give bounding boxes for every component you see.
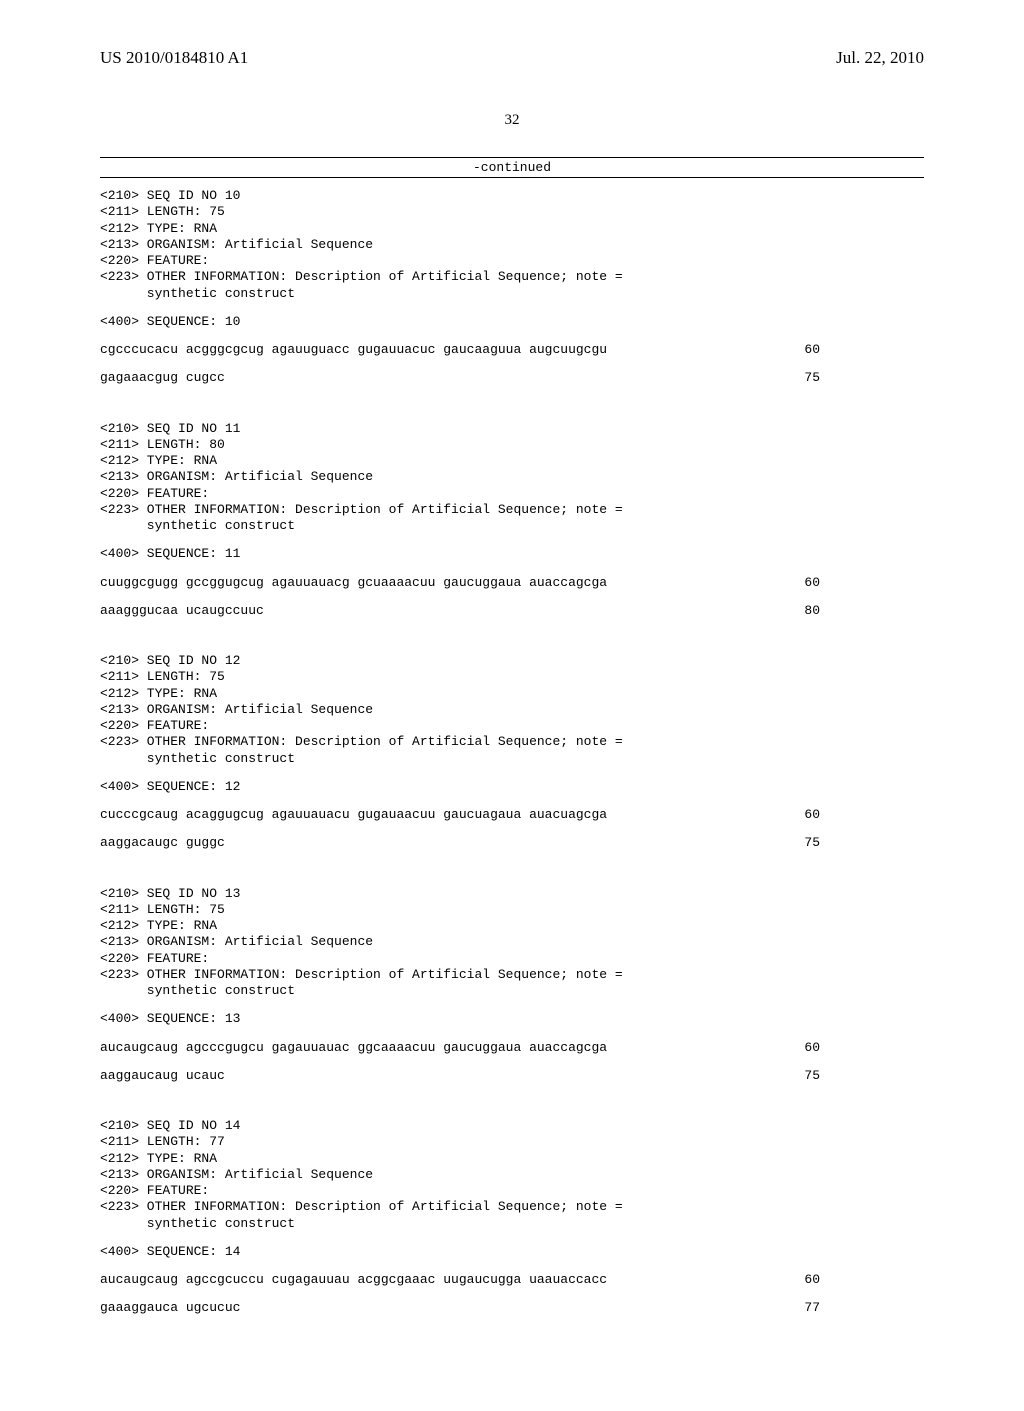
- seq-data-position: 60: [804, 575, 820, 591]
- sequence-block: <210> SEQ ID NO 14<211> LENGTH: 77<212> …: [100, 1118, 924, 1337]
- seq-sequence-label: <400> SEQUENCE: 14: [100, 1244, 924, 1260]
- seq-data-row: aucaugcaug agccgcuccu cugagauuau acggcga…: [100, 1272, 820, 1288]
- seq-meta-line: <213> ORGANISM: Artificial Sequence: [100, 934, 924, 950]
- seq-meta-line: <223> OTHER INFORMATION: Description of …: [100, 967, 924, 983]
- seq-meta-line: <220> FEATURE:: [100, 718, 924, 734]
- seq-meta-line: <220> FEATURE:: [100, 951, 924, 967]
- seq-data-row: aaagggucaa ucaugccuuc 80: [100, 603, 820, 619]
- seq-data-row: cuuggcgugg gccggugcug agauuauacg gcuaaaa…: [100, 575, 820, 591]
- publication-number: US 2010/0184810 A1: [100, 48, 248, 68]
- seq-sequence-label: <400> SEQUENCE: 12: [100, 779, 924, 795]
- seq-data-row: gaaaggauca ugcucuc 77: [100, 1300, 820, 1316]
- seq-data-position: 75: [804, 370, 820, 386]
- seq-meta-line: <211> LENGTH: 77: [100, 1134, 924, 1150]
- seq-sequence-label: <400> SEQUENCE: 10: [100, 314, 924, 330]
- sequence-listing: <210> SEQ ID NO 10<211> LENGTH: 75<212> …: [100, 188, 924, 1337]
- seq-meta-line: <212> TYPE: RNA: [100, 453, 924, 469]
- seq-meta-line: <223> OTHER INFORMATION: Description of …: [100, 502, 924, 518]
- seq-data-row: aaggaucaug ucauc 75: [100, 1068, 820, 1084]
- sequence-block: <210> SEQ ID NO 10<211> LENGTH: 75<212> …: [100, 188, 924, 407]
- seq-data-position: 77: [804, 1300, 820, 1316]
- seq-meta-line: <212> TYPE: RNA: [100, 221, 924, 237]
- sequence-block: <210> SEQ ID NO 11<211> LENGTH: 80<212> …: [100, 421, 924, 640]
- seq-data-position: 75: [804, 1068, 820, 1084]
- seq-meta-line: <211> LENGTH: 75: [100, 669, 924, 685]
- seq-data-text: gagaaacgug cugcc: [100, 370, 225, 386]
- seq-meta-line: <213> ORGANISM: Artificial Sequence: [100, 1167, 924, 1183]
- seq-meta-line: <211> LENGTH: 75: [100, 204, 924, 220]
- seq-meta-line: <211> LENGTH: 80: [100, 437, 924, 453]
- seq-data-text: cucccgcaug acaggugcug agauuauacu gugauaa…: [100, 807, 607, 823]
- seq-sequence-label: <400> SEQUENCE: 13: [100, 1011, 924, 1027]
- seq-meta-line: synthetic construct: [100, 286, 924, 302]
- seq-data-position: 60: [804, 342, 820, 358]
- seq-data-text: aaggaucaug ucauc: [100, 1068, 225, 1084]
- seq-data-position: 60: [804, 1040, 820, 1056]
- seq-meta-line: <210> SEQ ID NO 13: [100, 886, 924, 902]
- seq-meta-line: synthetic construct: [100, 1216, 924, 1232]
- seq-meta-line: <220> FEATURE:: [100, 1183, 924, 1199]
- seq-data-text: aucaugcaug agccgcuccu cugagauuau acggcga…: [100, 1272, 607, 1288]
- seq-data-text: gaaaggauca ugcucuc: [100, 1300, 240, 1316]
- seq-data-row: cgcccucacu acgggcgcug agauuguacc gugauua…: [100, 342, 820, 358]
- seq-data-row: aucaugcaug agcccgugcu gagauuauac ggcaaaa…: [100, 1040, 820, 1056]
- seq-sequence-label: <400> SEQUENCE: 11: [100, 546, 924, 562]
- seq-data-text: cgcccucacu acgggcgcug agauuguacc gugauua…: [100, 342, 607, 358]
- seq-meta-line: <212> TYPE: RNA: [100, 686, 924, 702]
- seq-data-text: cuuggcgugg gccggugcug agauuauacg gcuaaaa…: [100, 575, 607, 591]
- seq-meta-line: <210> SEQ ID NO 12: [100, 653, 924, 669]
- seq-data-position: 60: [804, 807, 820, 823]
- seq-meta-line: <210> SEQ ID NO 10: [100, 188, 924, 204]
- seq-meta-line: <223> OTHER INFORMATION: Description of …: [100, 734, 924, 750]
- seq-meta-line: <212> TYPE: RNA: [100, 1151, 924, 1167]
- page-container: US 2010/0184810 A1 Jul. 22, 2010 32 -con…: [0, 0, 1024, 1411]
- seq-meta-line: <212> TYPE: RNA: [100, 918, 924, 934]
- seq-data-row: gagaaacgug cugcc 75: [100, 370, 820, 386]
- publication-date: Jul. 22, 2010: [836, 48, 924, 68]
- seq-meta-line: synthetic construct: [100, 518, 924, 534]
- page-number: 32: [100, 112, 924, 129]
- sequence-block: <210> SEQ ID NO 13<211> LENGTH: 75<212> …: [100, 886, 924, 1105]
- seq-meta-line: <220> FEATURE:: [100, 486, 924, 502]
- seq-data-position: 80: [804, 603, 820, 619]
- seq-meta-line: <213> ORGANISM: Artificial Sequence: [100, 237, 924, 253]
- page-header: US 2010/0184810 A1 Jul. 22, 2010: [100, 48, 924, 68]
- seq-meta-line: <213> ORGANISM: Artificial Sequence: [100, 702, 924, 718]
- seq-meta-line: <210> SEQ ID NO 11: [100, 421, 924, 437]
- seq-meta-line: <213> ORGANISM: Artificial Sequence: [100, 469, 924, 485]
- seq-meta-line: <223> OTHER INFORMATION: Description of …: [100, 1199, 924, 1215]
- seq-meta-line: <211> LENGTH: 75: [100, 902, 924, 918]
- seq-data-position: 75: [804, 835, 820, 851]
- continued-label: -continued: [100, 157, 924, 178]
- seq-data-position: 60: [804, 1272, 820, 1288]
- seq-data-row: cucccgcaug acaggugcug agauuauacu gugauaa…: [100, 807, 820, 823]
- seq-data-text: aucaugcaug agcccgugcu gagauuauac ggcaaaa…: [100, 1040, 607, 1056]
- seq-meta-line: <223> OTHER INFORMATION: Description of …: [100, 269, 924, 285]
- seq-data-text: aaagggucaa ucaugccuuc: [100, 603, 264, 619]
- seq-meta-line: synthetic construct: [100, 751, 924, 767]
- seq-meta-line: <210> SEQ ID NO 14: [100, 1118, 924, 1134]
- seq-meta-line: <220> FEATURE:: [100, 253, 924, 269]
- seq-meta-line: synthetic construct: [100, 983, 924, 999]
- seq-data-row: aaggacaugc guggc 75: [100, 835, 820, 851]
- seq-data-text: aaggacaugc guggc: [100, 835, 225, 851]
- sequence-block: <210> SEQ ID NO 12<211> LENGTH: 75<212> …: [100, 653, 924, 872]
